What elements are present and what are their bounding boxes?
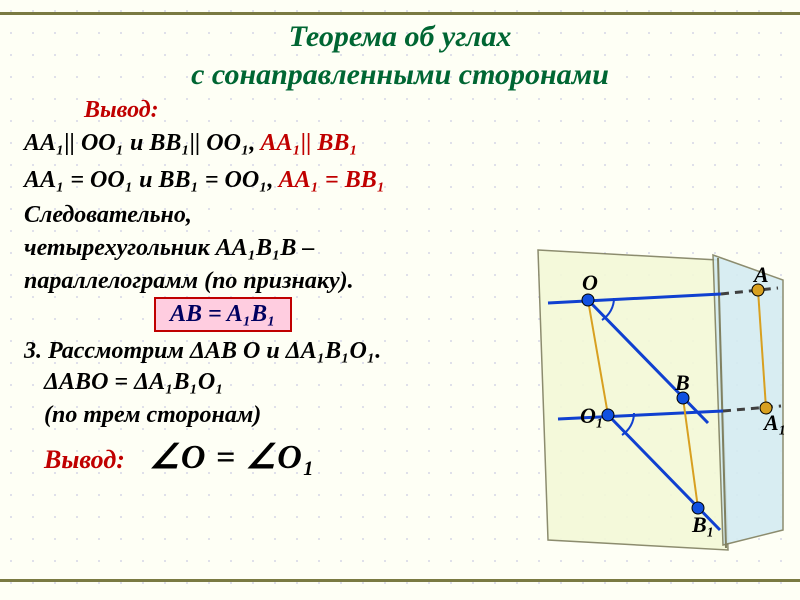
vyvod-label-1: Вывод: xyxy=(84,97,776,124)
label-A1: A₁ xyxy=(762,410,786,435)
p1b: AA₁|| BB₁ xyxy=(260,130,357,156)
vyvod-label-2: Вывод: xyxy=(44,445,125,474)
right-plane xyxy=(713,255,783,545)
p2b: AA₁ = BB₁ xyxy=(279,167,385,193)
label-B: B xyxy=(674,370,690,395)
p2a: AA₁ = OO₁ и BB₁ = OO₁, xyxy=(24,167,279,193)
point-O xyxy=(582,294,594,306)
boxed-equality: AB = A₁B₁ xyxy=(154,297,292,332)
label-A: A xyxy=(752,262,769,287)
geometry-diagram: O A O₁ A₁ B B₁ xyxy=(528,240,788,560)
proof-line-1: AA₁|| OO₁ и BB₁|| OO₁, AA₁|| BB₁ xyxy=(24,130,776,157)
title-line-1: Теорема об углах xyxy=(24,18,776,56)
conclusion-equation: ∠O = ∠O₁ xyxy=(149,439,315,476)
label-O1: O₁ xyxy=(580,403,604,428)
p1a: AA₁|| OO₁ и BB₁|| OO₁, xyxy=(24,130,260,156)
point-O1 xyxy=(602,409,614,421)
title-line-2: с сонаправленными сторонами xyxy=(24,56,776,94)
proof-line-2: AA₁ = OO₁ и BB₁ = OO₁, AA₁ = BB₁ xyxy=(24,167,776,194)
proof-line-3a: Следовательно, xyxy=(24,202,776,229)
bottom-rule xyxy=(0,579,800,582)
label-B1: B₁ xyxy=(691,512,714,537)
slide-title: Теорема об углах с сонаправленными сторо… xyxy=(24,18,776,93)
label-O: O xyxy=(582,270,598,295)
